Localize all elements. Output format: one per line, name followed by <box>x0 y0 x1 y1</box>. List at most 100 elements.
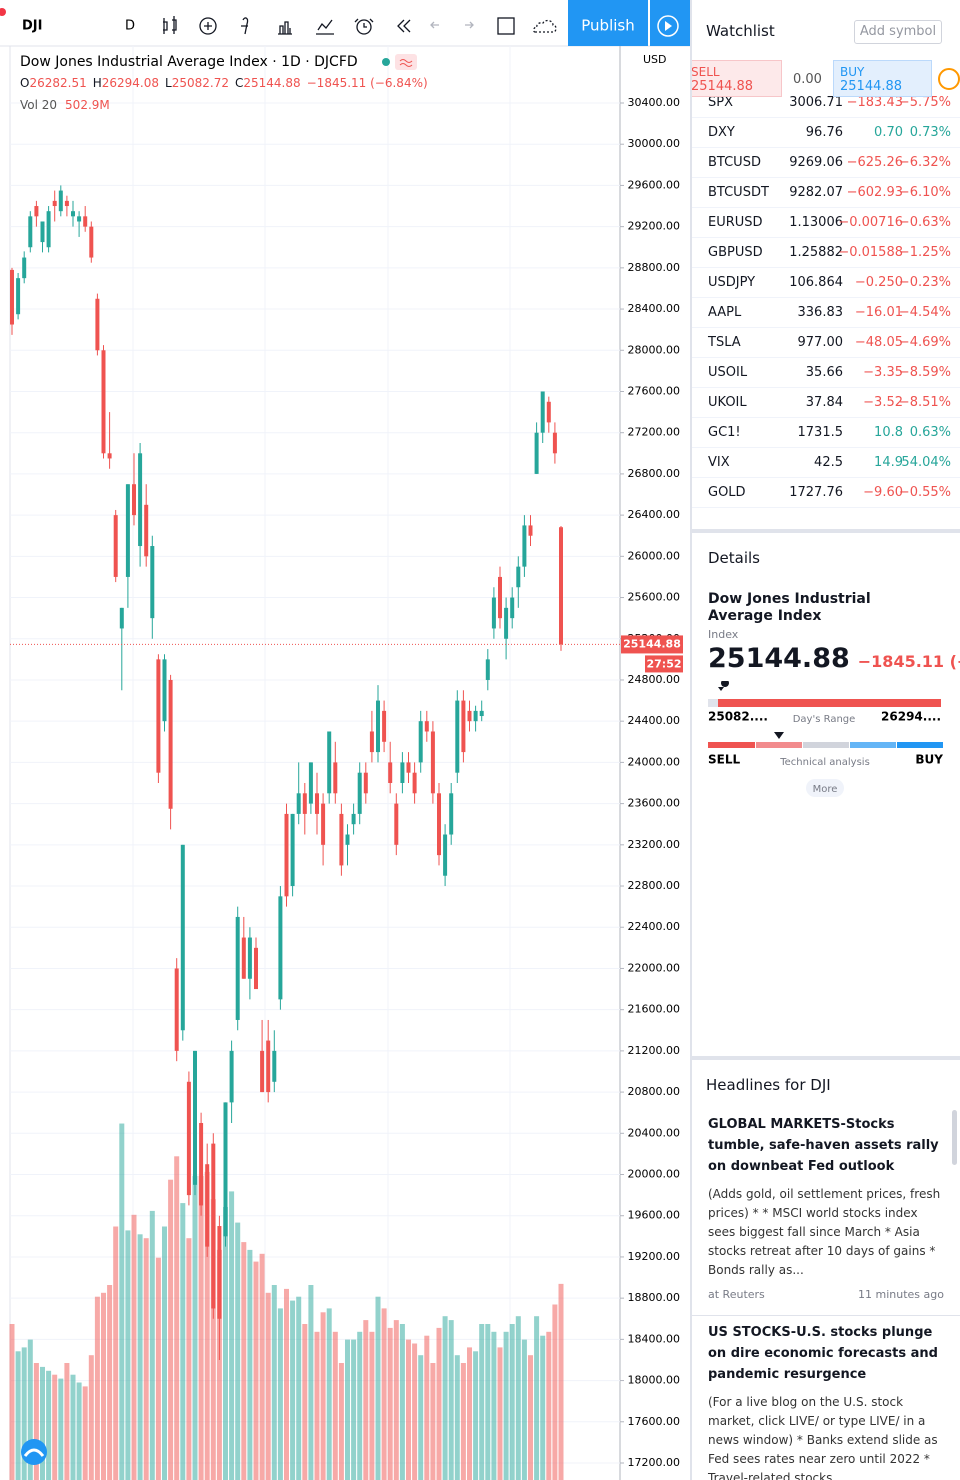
headline-source: at Reuters <box>708 1288 765 1301</box>
watchlist-row[interactable]: USOIL 35.66 −3.35 −8.59% <box>692 358 960 388</box>
chart-area: DJI D Publish Dow Jones Industrial Avera… <box>0 0 690 1480</box>
watchlist-row[interactable]: TSLA 977.00 −48.05 −4.69% <box>692 328 960 358</box>
chart-bg <box>0 0 690 1480</box>
info-icon[interactable] <box>938 68 960 90</box>
last: 1.13006 <box>789 215 843 230</box>
watchlist-row[interactable]: DXY 96.76 0.70 0.73% <box>692 118 960 148</box>
y-tick-label: 20000.00 <box>628 1168 681 1181</box>
candle-body <box>339 813 344 866</box>
replay-button[interactable] <box>650 0 690 46</box>
change-pct: −0.63% <box>898 215 951 230</box>
volume-bar <box>314 1331 320 1480</box>
divider <box>692 1315 960 1316</box>
watchlist-row[interactable]: BTCUSDT 9282.07 −602.93 −6.10% <box>692 178 960 208</box>
interval[interactable]: D <box>125 19 135 34</box>
more-button[interactable] <box>806 779 844 797</box>
y-tick-label: 18800.00 <box>628 1291 681 1304</box>
volume-bar <box>119 1123 125 1480</box>
candle-body <box>278 896 283 1000</box>
add-symbol[interactable]: Add symbol <box>854 20 942 44</box>
y-tick-label: 27200.00 <box>628 426 681 439</box>
ta-sell: SELL <box>708 753 740 767</box>
change: 0.70 <box>874 125 903 140</box>
publish-button[interactable] <box>568 0 648 46</box>
watchlist-row[interactable]: EURUSD 1.13006 −0.00716 −0.63% <box>692 208 960 238</box>
y-tick-label: 18000.00 <box>628 1374 681 1387</box>
change-pct: 0.73% <box>909 125 951 140</box>
last: 1727.76 <box>789 485 843 500</box>
candle-body <box>467 710 472 722</box>
watchlist-title[interactable]: Watchlist <box>706 22 775 40</box>
y-tick-label: 30400.00 <box>628 96 681 109</box>
watchlist-row[interactable]: USDJPY 106.864 −0.250 −0.23% <box>692 268 960 298</box>
headline[interactable]: GLOBAL MARKETS-Stocks tumble, safe-haven… <box>708 1114 944 1304</box>
y-tick-label: 21600.00 <box>628 1003 681 1016</box>
watchlist-row[interactable]: VIX 42.5 14.9 54.04% <box>692 448 960 478</box>
change: −3.52 <box>863 395 903 410</box>
range-high: 26294.... <box>881 710 941 724</box>
sell-button[interactable]: SELL 25144.88 <box>692 60 782 97</box>
volume-bar <box>308 1285 314 1480</box>
candle-body <box>241 937 246 979</box>
volume-bar <box>467 1347 472 1480</box>
candle-body <box>424 721 429 732</box>
volume-bar <box>271 1285 277 1480</box>
y-tick-label: 28400.00 <box>628 302 681 315</box>
change: −3.35 <box>863 365 903 380</box>
volume-bar <box>491 1331 497 1480</box>
volume-bar <box>363 1320 369 1480</box>
watchlist-row[interactable]: SPX 3006.71 −183.43 −5.75% <box>692 88 960 118</box>
y-tick-label: 22000.00 <box>628 961 681 974</box>
buy-button[interactable]: BUY 25144.88 <box>833 60 932 97</box>
headline[interactable]: US STOCKS-U.S. stocks plunge on dire eco… <box>708 1322 944 1480</box>
candle-body <box>284 813 289 897</box>
ohlc-value: 25082.72 <box>172 76 229 90</box>
headlines-title[interactable]: Headlines for DJI <box>706 1076 831 1094</box>
candle-body <box>95 298 100 351</box>
candle-body <box>376 700 380 753</box>
candle-body <box>46 211 51 248</box>
y-tick-label: 17600.00 <box>628 1415 681 1428</box>
legend-volume: Vol 20 502.9M <box>20 98 110 112</box>
volume-bar <box>454 1355 460 1480</box>
candle-body <box>101 350 106 454</box>
candle-body <box>504 607 509 639</box>
spread: 0.00 <box>793 72 822 87</box>
volume-bar <box>521 1339 527 1480</box>
volume-bar <box>381 1308 387 1480</box>
volume-bar <box>253 1261 259 1480</box>
ta-label: Technical analysis <box>779 757 870 768</box>
symbol[interactable]: DJI <box>22 19 42 34</box>
last: 977.00 <box>797 335 844 350</box>
candle-body <box>406 762 411 773</box>
candle-body <box>144 504 149 557</box>
volume-bar <box>284 1288 289 1480</box>
volume-bar <box>229 1191 235 1480</box>
volume-bar <box>186 1238 192 1480</box>
last: 3006.71 <box>789 95 843 110</box>
candle-body <box>455 700 460 773</box>
day-range-bar <box>708 699 941 707</box>
watchlist-row[interactable]: UKOIL 37.84 −3.52 −8.51% <box>692 388 960 418</box>
watchlist-row[interactable]: BTCUSD 9269.06 −625.26 −6.32% <box>692 148 960 178</box>
watchlist-row[interactable]: GC1! 1731.5 10.8 0.63% <box>692 418 960 448</box>
y-tick-label: 24800.00 <box>628 673 681 686</box>
details-change: −1845.11 (−6.84%) <box>857 652 960 671</box>
y-tick-label: 25600.00 <box>628 591 681 604</box>
toolbar-icons[interactable] <box>163 16 557 35</box>
market-status <box>382 58 390 66</box>
candle-body <box>77 216 82 222</box>
volume-bar <box>82 1386 88 1480</box>
countdown: 27:52 <box>646 657 681 670</box>
candle-body <box>174 968 179 1051</box>
y-tick-label: 21200.00 <box>628 1044 681 1057</box>
last: 9282.07 <box>789 185 843 200</box>
watchlist-row[interactable]: GOLD 1727.76 −9.60 −0.55% <box>692 478 960 508</box>
candle-body <box>150 546 155 619</box>
change-pct: −0.23% <box>898 275 951 290</box>
range-bars: 25082.... Day's Range 26294.... SELL Tec… <box>708 681 943 797</box>
watchlist-row[interactable]: AAPL 336.83 −16.01 −4.54% <box>692 298 960 328</box>
alert-dot <box>0 8 6 16</box>
candle-body <box>333 762 338 794</box>
watchlist-row[interactable]: GBPUSD 1.25882 −0.01588 −1.25% <box>692 238 960 268</box>
